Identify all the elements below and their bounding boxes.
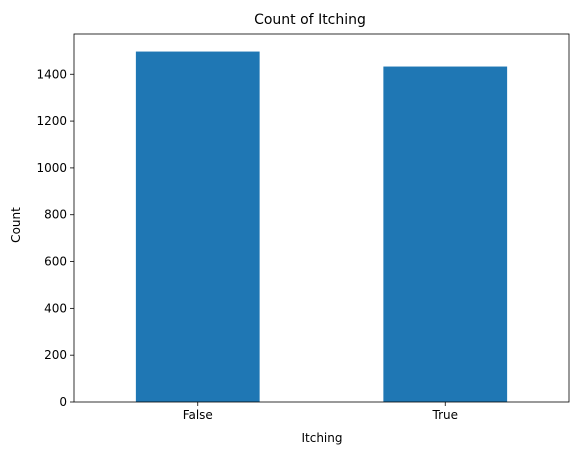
bar-false — [135, 51, 260, 402]
y-tick-label: 1000 — [36, 161, 67, 175]
y-axis-label: Count — [9, 207, 23, 243]
y-tick-label: 1400 — [36, 67, 67, 81]
x-axis-label: Itching — [301, 431, 342, 445]
y-tick-label: 600 — [44, 255, 67, 269]
y-tick-label: 800 — [44, 208, 67, 222]
y-tick-label: 200 — [44, 348, 67, 362]
bar-true — [383, 66, 508, 403]
y-tick-label: 1200 — [36, 114, 67, 128]
x-tick-label: False — [183, 408, 213, 422]
y-tick-label: 400 — [44, 301, 67, 315]
y-tick-label: 0 — [59, 395, 67, 409]
chart-title: Count of Itching — [254, 12, 366, 28]
x-tick-label: True — [432, 408, 459, 422]
plot-area: False True 0 200 400 600 800 1000 1200 1400 — [36, 33, 570, 422]
axes-frame — [73, 33, 570, 403]
